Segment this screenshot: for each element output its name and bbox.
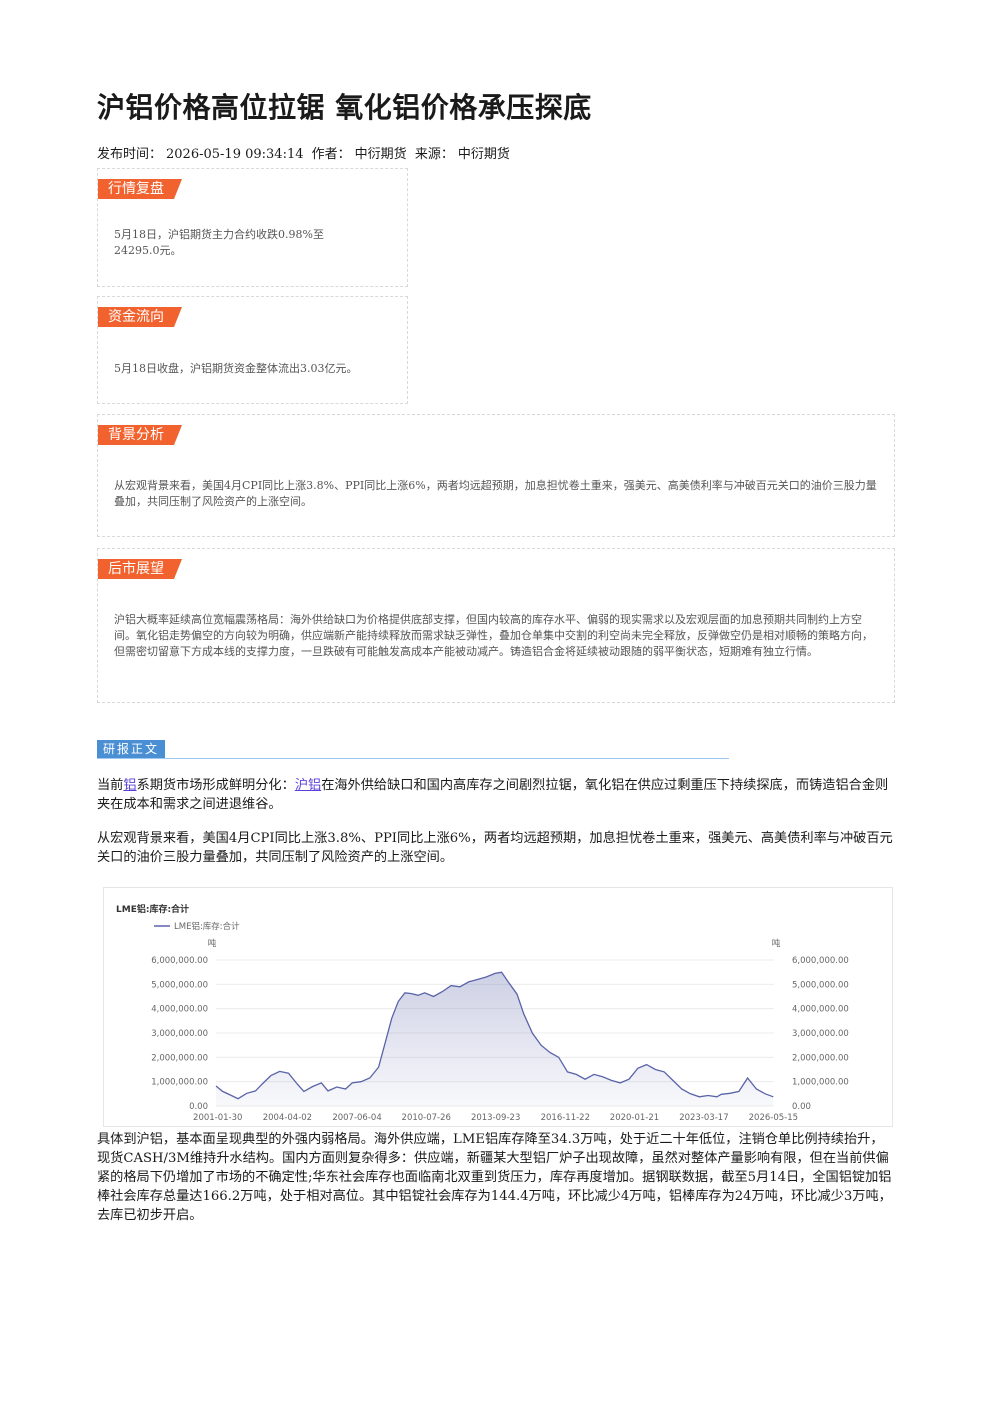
market-review-text: 5月18日，沪铝期货主力合约收跌0.98%至24295.0元。 bbox=[114, 228, 324, 257]
source-label: 来源： bbox=[414, 147, 454, 162]
x-tick: 2007-06-04 bbox=[332, 1113, 381, 1123]
report-paragraph-2: 从宏观背景来看，美国4月CPI同比上涨3.8%、PPI同比上涨6%，两者均远超预… bbox=[97, 831, 893, 865]
fund-flow-text: 5月18日收盘，沪铝期货资金整体流出3.03亿元。 bbox=[114, 362, 358, 375]
x-tick: 2020-01-21 bbox=[610, 1113, 659, 1123]
y-tick-right: 3,000,000.00 bbox=[792, 1029, 849, 1039]
publish-time: 2026-05-19 09:34:14 bbox=[166, 147, 304, 162]
y-tick-left: 1,000,000.00 bbox=[151, 1078, 208, 1088]
legend-label: LME铝:库存:合计 bbox=[174, 921, 240, 932]
report-section-tag: 研报正文 bbox=[97, 740, 166, 758]
y-tick-left: 0.00 bbox=[189, 1102, 208, 1112]
series-area bbox=[216, 972, 774, 1106]
y-tick-left: 4,000,000.00 bbox=[151, 1005, 208, 1015]
background-text: 从宏观背景来看，美国4月CPI同比上涨3.8%、PPI同比上涨6%，两者均远超预… bbox=[114, 479, 877, 508]
author-label: 作者： bbox=[311, 147, 351, 162]
market-review-tag: 行情复盘 bbox=[98, 179, 182, 199]
page-title: 沪铝价格高位拉锯 氧化铝价格承压探底 bbox=[97, 91, 592, 124]
outlook-card: 后市展望 沪铝大概率延续高位宽幅震荡格局：海外供给缺口为价格提供底部支撑，但国内… bbox=[97, 548, 895, 703]
p1-mid: 系期货市场形成鲜明分化： bbox=[136, 778, 295, 793]
outlook-tag: 后市展望 bbox=[98, 559, 182, 579]
y-tick-right: 5,000,000.00 bbox=[792, 980, 849, 990]
y-unit-right: 吨 bbox=[772, 938, 781, 949]
y-tick-left: 2,000,000.00 bbox=[151, 1053, 208, 1063]
article-meta: 发布时间： 2026-05-19 09:34:14 作者： 中衍期货 来源： 中衍期货 bbox=[97, 143, 514, 162]
y-tick-left: 6,000,000.00 bbox=[151, 956, 208, 966]
background-tag: 背景分析 bbox=[98, 425, 182, 445]
y-unit-left: 吨 bbox=[208, 938, 217, 949]
shanghai-aluminum-link[interactable]: 沪铝 bbox=[294, 778, 322, 793]
y-tick-left: 3,000,000.00 bbox=[151, 1029, 208, 1039]
author: 中衍期货 bbox=[354, 147, 407, 162]
p1-rest: 在海外供给缺口和国内高库存之间剧烈拉锯，氧化铝在供应过剩重压下持续探底，而铸造铝… bbox=[97, 778, 889, 812]
x-tick: 2001-01-30 bbox=[193, 1113, 242, 1123]
report-section-header: 研报正文 bbox=[97, 740, 729, 760]
x-tick: 2004-04-02 bbox=[263, 1113, 312, 1123]
source: 中衍期货 bbox=[457, 147, 510, 162]
market-review-card: 行情复盘 5月18日，沪铝期货主力合约收跌0.98%至24295.0元。 bbox=[97, 168, 408, 287]
section-divider bbox=[97, 758, 729, 759]
report-paragraph-3: 具体到沪铝，基本面呈现典型的外强内弱格局。海外供应端，LME铝库存降至34.3万… bbox=[97, 1132, 892, 1223]
fund-flow-tag: 资金流向 bbox=[98, 307, 182, 327]
report-paragraph-1: 当前铝系期货市场形成鲜明分化：沪铝在海外供给缺口和国内高库存之间剧烈拉锯，氧化铝… bbox=[97, 776, 895, 814]
y-tick-left: 5,000,000.00 bbox=[151, 980, 208, 990]
chart-svg: LME铝:库存:合计 LME铝:库存:合计 吨 吨 0.00 0.00 1,000,… bbox=[116, 903, 849, 1123]
p1-prefix: 当前 bbox=[97, 778, 124, 793]
x-tick: 2013-09-23 bbox=[471, 1113, 520, 1123]
x-tick: 2010-07-26 bbox=[402, 1113, 451, 1123]
aluminum-link[interactable]: 铝 bbox=[123, 778, 137, 793]
x-tick: 2023-03-17 bbox=[679, 1113, 728, 1123]
y-tick-right: 1,000,000.00 bbox=[792, 1078, 849, 1088]
outlook-text: 沪铝大概率延续高位宽幅震荡格局：海外供给缺口为价格提供底部支撑，但国内较高的库存… bbox=[114, 613, 873, 658]
series-line bbox=[215, 971, 774, 1100]
chart-title: LME铝:库存:合计 bbox=[116, 903, 189, 915]
publish-label: 发布时间： bbox=[97, 147, 163, 162]
y-tick-right: 2,000,000.00 bbox=[792, 1053, 849, 1063]
y-tick-right: 6,000,000.00 bbox=[792, 956, 849, 966]
y-tick-right: 4,000,000.00 bbox=[792, 1005, 849, 1015]
x-tick: 2026-05-15 bbox=[749, 1113, 798, 1123]
y-tick-right: 0.00 bbox=[792, 1102, 811, 1112]
lme-inventory-chart: LME铝:库存:合计 LME铝:库存:合计 吨 吨 0.00 0.00 1,000,… bbox=[103, 887, 893, 1127]
x-tick: 2016-11-22 bbox=[541, 1113, 590, 1123]
fund-flow-card: 资金流向 5月18日收盘，沪铝期货资金整体流出3.03亿元。 bbox=[97, 296, 408, 404]
background-card: 背景分析 从宏观背景来看，美国4月CPI同比上涨3.8%、PPI同比上涨6%，两… bbox=[97, 414, 895, 537]
